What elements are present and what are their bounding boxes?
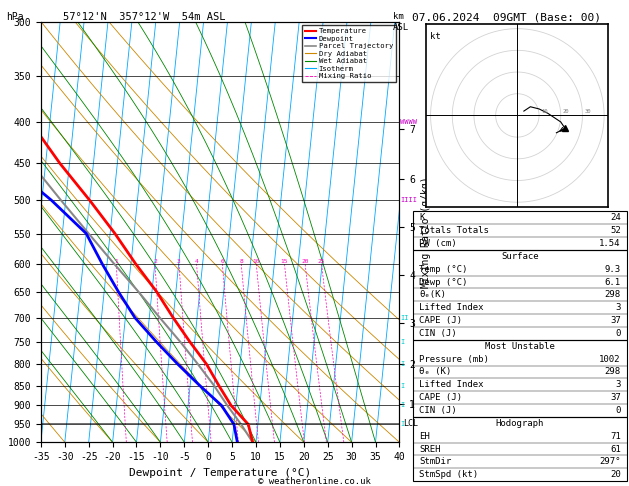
Legend: Temperature, Dewpoint, Parcel Trajectory, Dry Adiabat, Wet Adiabat, Isotherm, Mi: Temperature, Dewpoint, Parcel Trajectory… — [302, 25, 396, 82]
Bar — [413, 340, 627, 417]
Text: 20: 20 — [610, 470, 621, 479]
Text: Hodograph: Hodograph — [496, 419, 544, 428]
Text: Surface: Surface — [501, 252, 538, 261]
Text: 298: 298 — [604, 291, 621, 299]
Text: CIN (J): CIN (J) — [419, 329, 457, 338]
Text: LCL: LCL — [403, 419, 418, 428]
Text: StmSpd (kt): StmSpd (kt) — [419, 470, 478, 479]
Text: I: I — [400, 339, 404, 345]
Text: 1: 1 — [114, 259, 118, 264]
Text: II: II — [400, 315, 409, 321]
Text: I: I — [400, 382, 404, 388]
Text: Lifted Index: Lifted Index — [419, 381, 484, 389]
Text: CAPE (J): CAPE (J) — [419, 393, 462, 402]
Text: 20: 20 — [563, 109, 569, 114]
Text: CIN (J): CIN (J) — [419, 406, 457, 415]
Text: θₑ(K): θₑ(K) — [419, 291, 446, 299]
Text: PW (cm): PW (cm) — [419, 239, 457, 248]
Text: Dewp (°C): Dewp (°C) — [419, 278, 467, 287]
Text: kt: kt — [430, 32, 441, 41]
Text: 3: 3 — [177, 259, 181, 264]
Text: I: I — [400, 362, 404, 367]
Text: K: K — [419, 213, 425, 222]
Text: 3: 3 — [615, 381, 621, 389]
Text: 297°: 297° — [599, 457, 621, 467]
Text: 20: 20 — [301, 259, 309, 264]
Text: 4: 4 — [195, 259, 199, 264]
Text: WWWW: WWWW — [400, 120, 417, 125]
Text: 6.1: 6.1 — [604, 278, 621, 287]
Text: © weatheronline.co.uk: © weatheronline.co.uk — [258, 477, 371, 486]
Text: 24: 24 — [610, 213, 621, 222]
Text: 1.54: 1.54 — [599, 239, 621, 248]
Text: Totals Totals: Totals Totals — [419, 226, 489, 235]
Text: 10: 10 — [541, 109, 548, 114]
Text: I: I — [400, 421, 404, 427]
Text: 0: 0 — [615, 406, 621, 415]
Text: Most Unstable: Most Unstable — [485, 342, 555, 351]
Text: Pressure (mb): Pressure (mb) — [419, 355, 489, 364]
Text: 9.3: 9.3 — [604, 265, 621, 274]
Text: 52: 52 — [610, 226, 621, 235]
Text: 0: 0 — [615, 329, 621, 338]
Text: hPa: hPa — [6, 12, 24, 22]
Text: SREH: SREH — [419, 445, 440, 453]
Text: Lifted Index: Lifted Index — [419, 303, 484, 312]
Text: StmDir: StmDir — [419, 457, 452, 467]
Text: 10: 10 — [252, 259, 260, 264]
Text: 57°12'N  357°12'W  54m ASL: 57°12'N 357°12'W 54m ASL — [63, 12, 225, 22]
Text: 298: 298 — [604, 367, 621, 377]
Y-axis label: Mixing Ratio (g/kg): Mixing Ratio (g/kg) — [421, 176, 431, 288]
Text: 3: 3 — [615, 303, 621, 312]
Bar — [413, 211, 627, 250]
Text: 37: 37 — [610, 316, 621, 325]
Text: 6: 6 — [220, 259, 224, 264]
Text: 71: 71 — [610, 432, 621, 441]
Text: 07.06.2024  09GMT (Base: 00): 07.06.2024 09GMT (Base: 00) — [412, 12, 601, 22]
Text: km
ASL: km ASL — [393, 12, 409, 32]
Text: 37: 37 — [610, 393, 621, 402]
Text: 30: 30 — [584, 109, 591, 114]
Text: I: I — [400, 402, 404, 408]
Text: EH: EH — [419, 432, 430, 441]
Bar — [413, 417, 627, 481]
X-axis label: Dewpoint / Temperature (°C): Dewpoint / Temperature (°C) — [129, 468, 311, 478]
Text: Temp (°C): Temp (°C) — [419, 265, 467, 274]
Text: θₑ (K): θₑ (K) — [419, 367, 452, 377]
Text: 8: 8 — [240, 259, 243, 264]
Text: 61: 61 — [610, 445, 621, 453]
Text: 15: 15 — [281, 259, 288, 264]
Text: 25: 25 — [318, 259, 325, 264]
Text: CAPE (J): CAPE (J) — [419, 316, 462, 325]
Text: IIII: IIII — [400, 197, 417, 203]
Bar — [413, 250, 627, 340]
Text: 2: 2 — [153, 259, 157, 264]
Y-axis label: hPa: hPa — [0, 223, 2, 241]
Text: 1002: 1002 — [599, 355, 621, 364]
